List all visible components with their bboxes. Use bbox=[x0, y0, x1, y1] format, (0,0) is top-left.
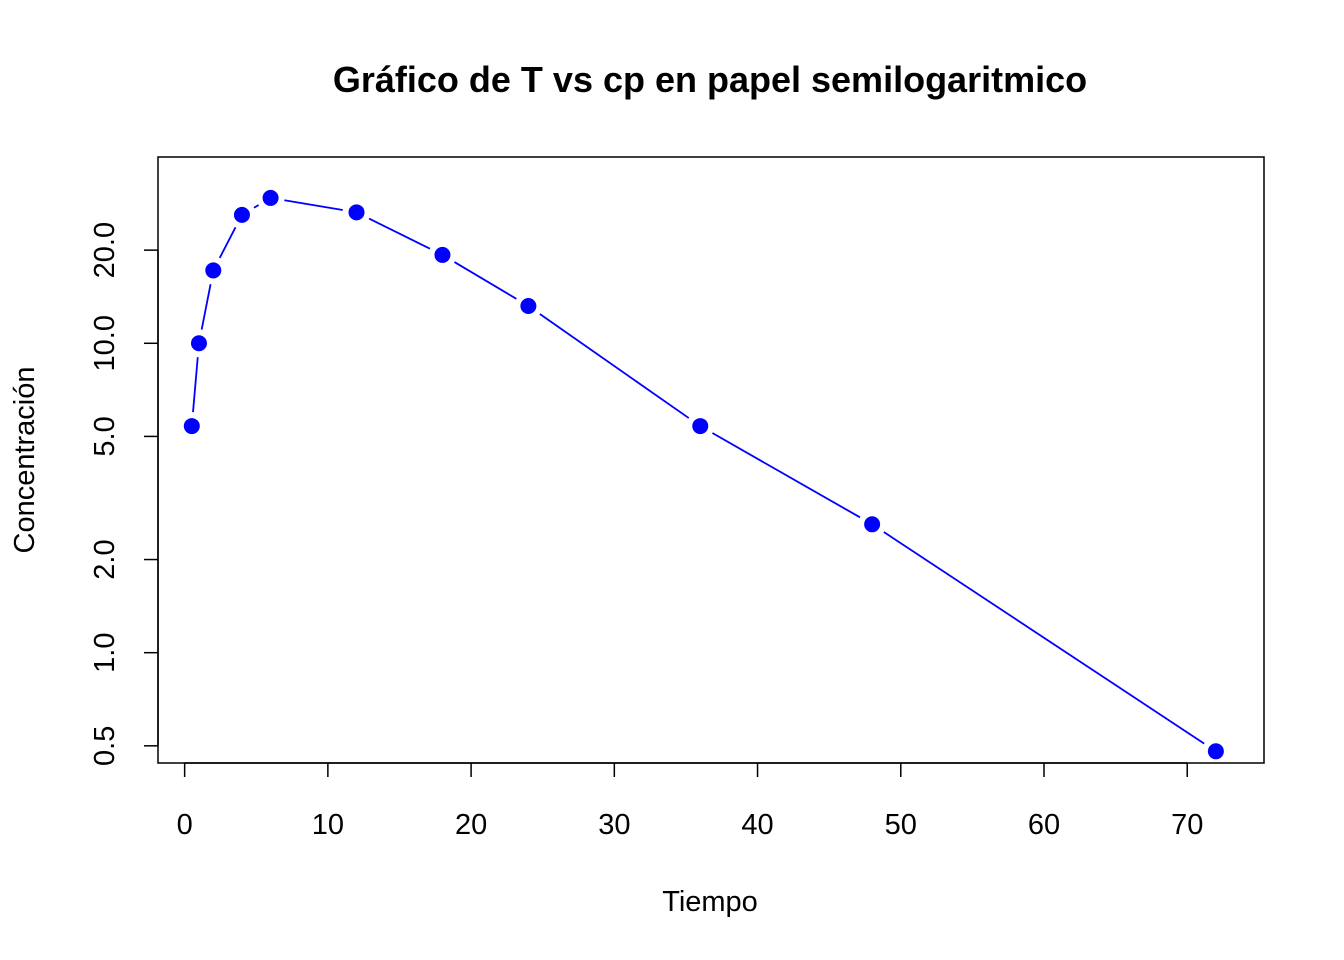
x-tick-label: 70 bbox=[1171, 809, 1203, 841]
y-tick-label: 0.5 bbox=[89, 726, 121, 766]
series-line-segment bbox=[192, 357, 199, 413]
series-line-segment bbox=[218, 226, 237, 259]
series-line-segment bbox=[711, 432, 861, 519]
y-axis: 0.5 1.0 2.0 5.0 10.0 20.0 bbox=[89, 222, 159, 766]
x-tick-label: 30 bbox=[598, 809, 630, 841]
series-layer bbox=[183, 189, 1224, 760]
x-tick-label: 20 bbox=[455, 809, 487, 841]
data-point bbox=[190, 335, 207, 352]
series-line-segment bbox=[883, 531, 1205, 745]
series-line-segment bbox=[200, 283, 212, 330]
data-point bbox=[1207, 743, 1224, 760]
series-line-segment bbox=[368, 217, 431, 250]
y-tick-label: 1.0 bbox=[89, 633, 121, 673]
x-tick-label: 60 bbox=[1028, 809, 1060, 841]
series-line-segment bbox=[253, 204, 259, 209]
series-line-segment bbox=[454, 261, 517, 300]
y-tick-label: 20.0 bbox=[89, 222, 121, 278]
data-point bbox=[183, 418, 200, 435]
data-point bbox=[520, 297, 537, 314]
x-tick-label: 40 bbox=[741, 809, 773, 841]
x-axis-label: Tiempo bbox=[662, 886, 758, 918]
y-tick-label: 2.0 bbox=[89, 539, 121, 579]
x-tick-label: 50 bbox=[885, 809, 917, 841]
y-axis-label: Concentración bbox=[9, 367, 41, 554]
series-line-segment bbox=[284, 199, 343, 211]
x-tick-label: 10 bbox=[312, 809, 344, 841]
data-point bbox=[348, 204, 365, 221]
plot-frame bbox=[157, 156, 1265, 764]
y-tick-label: 10.0 bbox=[89, 315, 121, 371]
data-point bbox=[864, 516, 881, 533]
data-point bbox=[692, 418, 709, 435]
y-tick-label: 5.0 bbox=[89, 416, 121, 456]
data-point bbox=[205, 262, 222, 279]
chart-title: Gráfico de T vs cp en papel semilogaritm… bbox=[333, 59, 1087, 100]
data-point bbox=[262, 189, 279, 206]
data-point bbox=[233, 206, 250, 223]
data-point bbox=[434, 246, 451, 263]
x-tick-label: 0 bbox=[177, 809, 193, 841]
series-line-segment bbox=[539, 313, 690, 419]
x-axis: 0 10 20 30 40 50 60 70 bbox=[177, 762, 1203, 841]
